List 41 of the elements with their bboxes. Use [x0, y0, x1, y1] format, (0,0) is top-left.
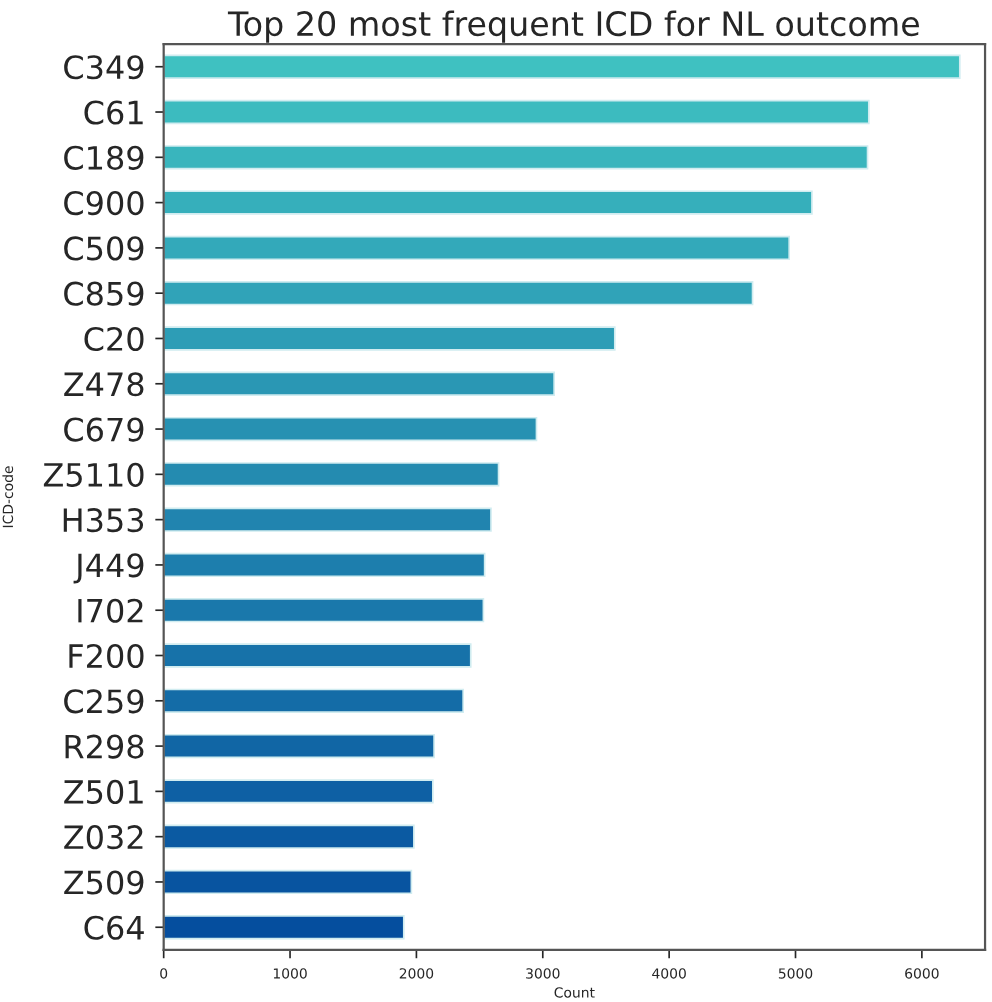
- y-tick-label: Z509: [64, 870, 144, 895]
- y-tick-label: C859: [64, 281, 144, 306]
- y-tick-label: Z5110: [43, 462, 144, 487]
- bar: [163, 733, 435, 759]
- bar: [163, 552, 486, 578]
- bar: [163, 869, 413, 895]
- y-tick-label: C189: [64, 145, 144, 170]
- y-tick-label: H353: [63, 508, 144, 533]
- chart-title: Top 20 most frequent ICD for NL outcome: [227, 10, 919, 43]
- y-tick-label: C679: [64, 417, 144, 442]
- bar: [163, 688, 465, 713]
- y-tick-label: J449: [73, 553, 144, 584]
- bar: [163, 507, 492, 532]
- y-tick-label: C349: [64, 55, 144, 80]
- bar: [163, 145, 869, 170]
- bar: [163, 824, 415, 849]
- y-tick-label: Z032: [64, 825, 143, 850]
- bar: [163, 462, 500, 487]
- y-tick-label: C20: [84, 326, 144, 352]
- bar: [163, 779, 434, 804]
- bar: [163, 281, 754, 306]
- bar: [163, 235, 791, 261]
- bar: [163, 326, 616, 351]
- y-tick-label: F200: [69, 643, 144, 669]
- y-tick-label: C509: [64, 236, 144, 261]
- y-tick-label: R298: [65, 734, 144, 759]
- bar: [163, 371, 555, 396]
- bar: [163, 54, 961, 79]
- y-tick-label: I702: [78, 598, 143, 623]
- bar: [163, 598, 485, 623]
- bar: [163, 416, 538, 442]
- y-tick-label: C259: [64, 689, 144, 714]
- bar: [163, 915, 405, 940]
- y-tick-label: Z501: [64, 779, 143, 804]
- y-tick-label: C900: [64, 191, 144, 216]
- bar: [163, 190, 813, 215]
- y-tick-label: Z478: [64, 372, 144, 397]
- bar: [163, 643, 472, 668]
- bar: [163, 99, 870, 125]
- y-tick-label: C61: [84, 100, 143, 125]
- y-tick-label: C64: [84, 915, 144, 940]
